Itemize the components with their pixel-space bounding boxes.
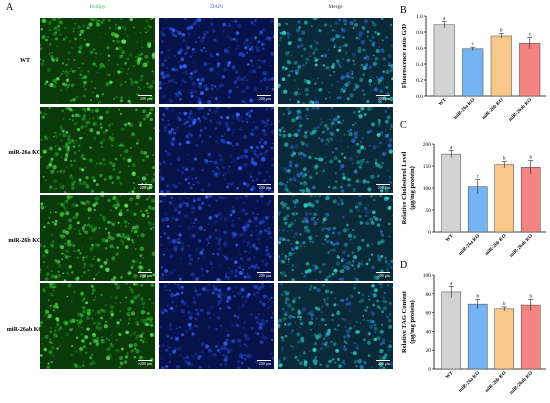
scale-bar: 200 μm xyxy=(138,184,152,190)
significance-letter: a xyxy=(443,17,446,22)
scale-bar: 200 μm xyxy=(376,184,390,190)
significance-letter: b xyxy=(477,294,480,299)
row-label-wt: WT xyxy=(19,58,30,64)
x-tick-label: WT xyxy=(445,370,455,380)
y-tick-label: 1.0 xyxy=(416,14,423,20)
y-tick-label: 0.4 xyxy=(416,62,423,68)
fluorescence-image-r2-bodipy: 200 μm xyxy=(40,107,155,193)
y-tick-label: 0 xyxy=(428,230,431,236)
row-label-mir26a-ko: miR-26a KO xyxy=(8,150,42,156)
significance-letter: b xyxy=(530,156,533,161)
scale-bar: 200 μm xyxy=(376,272,390,278)
x-tick-label: miR-26ab KO xyxy=(509,371,534,396)
panel-d-letter: D xyxy=(400,260,408,271)
significance-letter: b xyxy=(503,302,506,307)
bar xyxy=(441,153,462,233)
x-tick-label: miR-26a KO xyxy=(458,234,481,257)
column-header-dapi: DAPI xyxy=(210,4,223,10)
y-axis-label: Relative Cholesterol Level xyxy=(401,151,408,224)
bar xyxy=(520,167,541,233)
scale-bar: 200 μm xyxy=(257,360,271,366)
fluorescence-image-r1-merge: 200 μm xyxy=(278,18,393,104)
fluorescence-image-r4-bodipy: 200 μm xyxy=(40,283,155,369)
row-label-mir26ab-ko: miR-26ab KO xyxy=(6,327,44,333)
bar xyxy=(462,48,484,97)
y-tick-label: 0.8 xyxy=(416,30,423,36)
bar xyxy=(520,304,541,370)
fluorescence-image-r3-dapi: 200 μm xyxy=(159,195,274,281)
scale-bar: 200 μm xyxy=(257,272,271,278)
y-tick-label: 80 xyxy=(426,292,432,298)
fluorescence-image-r2-merge: 200 μm xyxy=(278,107,393,193)
x-tick-label: miR-26a KO xyxy=(458,371,481,394)
fluorescence-image-r4-merge: 200 μm xyxy=(278,283,393,369)
bar xyxy=(433,24,455,97)
y-tick-label: 0.6 xyxy=(416,46,423,52)
bar xyxy=(467,303,488,370)
y-tick-label: 0 xyxy=(428,367,431,373)
y-axis-label: Fluorescence ratio G/D xyxy=(401,24,408,88)
scale-bar: 200 μm xyxy=(138,360,152,366)
bar xyxy=(494,308,515,370)
fluorescence-image-r3-bodipy: 200 μm xyxy=(40,195,155,281)
x-tick-label: WT xyxy=(445,233,455,243)
significance-letter: b xyxy=(503,157,506,162)
row-label-mir26b-ko: miR-26b KO xyxy=(8,238,42,244)
x-tick-label: miR-26ab KO xyxy=(508,98,533,123)
scale-bar: 200 μm xyxy=(257,184,271,190)
panel-a-letter: A xyxy=(6,2,14,13)
scale-bar: 200 μm xyxy=(376,360,390,366)
fluorescence-image-r3-merge: 200 μm xyxy=(278,195,393,281)
fluorescence-image-r4-dapi: 200 μm xyxy=(159,283,274,369)
scale-bar: 200 μm xyxy=(257,95,271,101)
scale-bar: 200 μm xyxy=(138,95,152,101)
bar xyxy=(494,164,515,233)
x-tick-label: miR-26b KO xyxy=(482,98,505,121)
fluorescence-image-r1-dapi: 200 μm xyxy=(159,18,274,104)
scale-bar: 200 μm xyxy=(138,272,152,278)
bar xyxy=(441,291,462,370)
y-tick-label: 0.0 xyxy=(416,94,423,100)
x-tick-label: miR-26b KO xyxy=(485,371,508,394)
significance-letter: b xyxy=(500,29,503,34)
y-axis-label: Relative TAG Content xyxy=(401,290,408,353)
x-tick-label: WT xyxy=(438,97,448,107)
panel-b-letter: B xyxy=(400,5,407,16)
y-tick-label: 150 xyxy=(423,164,432,170)
y-tick-label: 20 xyxy=(426,348,432,354)
y-tick-label: 0.2 xyxy=(416,78,423,84)
y-tick-label: 100 xyxy=(423,186,432,192)
y-axis-label: (μg/mg protein) xyxy=(409,166,416,209)
y-tick-label: 40 xyxy=(426,329,432,335)
bar xyxy=(519,42,541,97)
significance-letter: b xyxy=(530,294,533,299)
y-tick-label: 50 xyxy=(426,208,432,214)
chart-tag-content: Relative TAG Content (μg/mg protein) 0 20 40… xyxy=(401,273,546,396)
column-header-bodipy: Bodipy xyxy=(89,4,106,10)
y-tick-label: 60 xyxy=(426,311,432,317)
bar xyxy=(490,35,512,97)
fluorescence-image-r2-dapi: 200 μm xyxy=(159,107,274,193)
significance-letter: a xyxy=(450,146,453,151)
significance-letter: a xyxy=(450,281,453,286)
significance-letter: c xyxy=(477,175,480,180)
panel-c-letter: C xyxy=(400,120,407,131)
scale-bar: 200 μm xyxy=(376,95,390,101)
y-axis-label: (μg/mg protein) xyxy=(409,300,416,343)
x-tick-label: miR-26ab KO xyxy=(509,234,534,259)
chart-cholesterol-level: Relative Cholesterol Level (μg/mg protein… xyxy=(401,142,546,259)
significance-letter: c xyxy=(529,33,532,38)
chart-fluorescence-ratio: Fluorescence ratio G/D 0.0 0.2 0.4 0.6 0.8 1.0… xyxy=(401,14,546,123)
x-tick-label: miR-26b KO xyxy=(485,234,508,257)
y-tick-label: 200 xyxy=(423,142,432,148)
column-header-merge: Merge xyxy=(328,4,343,10)
fluorescence-image-r1-bodipy: 200 μm xyxy=(40,18,155,104)
significance-letter: c xyxy=(472,42,475,47)
y-tick-label: 100 xyxy=(423,273,432,279)
x-tick-label: miR-26a KO xyxy=(453,98,476,121)
